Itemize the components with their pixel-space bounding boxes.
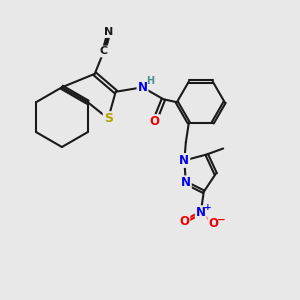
Text: O: O bbox=[149, 115, 160, 128]
Text: N: N bbox=[181, 176, 191, 189]
Text: N: N bbox=[103, 27, 113, 37]
Text: N: N bbox=[179, 154, 189, 167]
Text: C: C bbox=[100, 46, 108, 56]
Text: −: − bbox=[216, 214, 225, 225]
Text: N: N bbox=[137, 81, 148, 94]
Text: H: H bbox=[146, 76, 155, 86]
Text: O: O bbox=[208, 217, 218, 230]
Text: N: N bbox=[196, 206, 206, 219]
Text: O: O bbox=[179, 215, 189, 228]
Text: S: S bbox=[104, 112, 113, 125]
Text: +: + bbox=[203, 203, 211, 212]
